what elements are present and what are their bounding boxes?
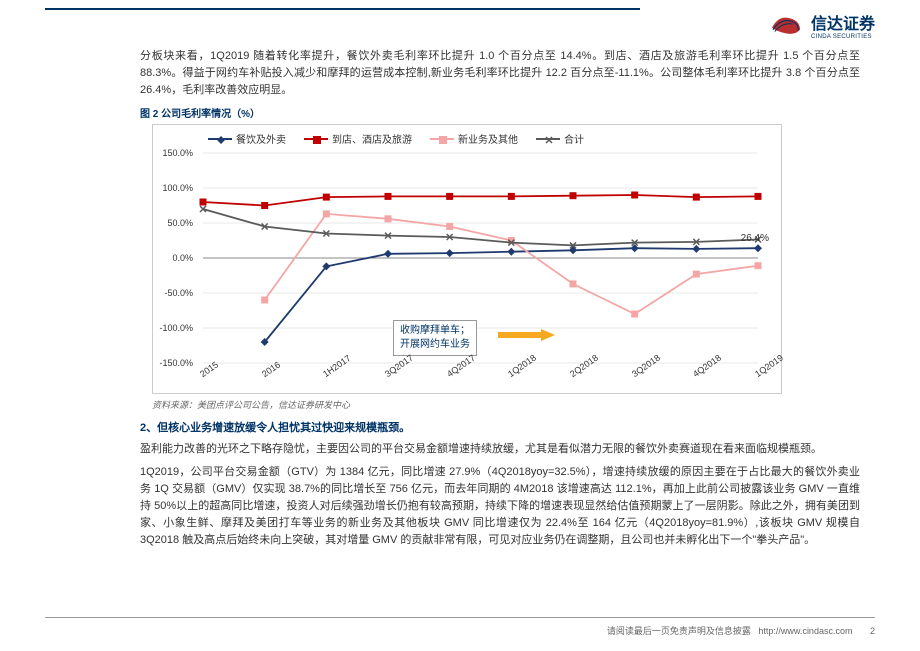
header-divider	[45, 8, 640, 10]
section-2-title: 2、但核心业务增速放缓令人担忧其过快迎来规模瓶颈。	[140, 419, 860, 435]
footer-divider	[45, 617, 875, 618]
y-tick-label: -50.0%	[164, 288, 193, 298]
company-logo: 信达证券 CINDA SECURITIES	[767, 10, 875, 40]
chart-source: 资料来源：美团点评公司公告，信达证券研发中心	[152, 398, 860, 411]
y-tick-label: 150.0%	[162, 148, 193, 158]
logo-text-cn: 信达证券	[811, 10, 875, 34]
y-tick-label: 50.0%	[167, 218, 193, 228]
logo-text-en: CINDA SECURITIES	[811, 34, 875, 40]
annotation-line1: 收购摩拜单车；	[400, 325, 470, 336]
y-tick-label: -150.0%	[159, 358, 193, 368]
last-value-label: 26.4%	[741, 233, 769, 244]
footer-url[interactable]: http://www.cindasc.com	[758, 626, 852, 636]
y-tick-label: 100.0%	[162, 183, 193, 193]
paragraph-3: 1Q2019，公司平台交易金额（GTV）为 1384 亿元，同比增速 27.9%…	[140, 464, 860, 549]
chart-annotation: 收购摩拜单车； 开展网约车业务	[393, 320, 477, 356]
page-footer: 请阅读最后一页免责声明及信息披露 http://www.cindasc.com …	[0, 617, 920, 637]
footer-disclaimer: 请阅读最后一页免责声明及信息披露	[607, 626, 751, 636]
logo-swirl-icon	[767, 11, 805, 39]
annotation-line2: 开展网约车业务	[400, 339, 470, 350]
y-tick-label: -100.0%	[159, 323, 193, 333]
gross-margin-chart: 餐饮及外卖到店、酒店及旅游新业务及其他合计 收购摩拜单车； 开展网约车业务 26…	[152, 124, 782, 394]
content-area: 分板块来看，1Q2019 随着转化率提升，餐饮外卖毛利率环比提升 1.0 个百分…	[140, 48, 860, 555]
footer-text: 请阅读最后一页免责声明及信息披露 http://www.cindasc.com …	[0, 624, 920, 637]
y-tick-label: 0.0%	[172, 253, 193, 263]
chart-title: 图 2 公司毛利率情况（%）	[140, 105, 860, 120]
paragraph-1: 分板块来看，1Q2019 随着转化率提升，餐饮外卖毛利率环比提升 1.0 个百分…	[140, 48, 860, 99]
paragraph-2: 盈利能力改善的光环之下略存隐忧，主要因公司的平台交易金额增速持续放缓，尤其是看似…	[140, 441, 860, 458]
page-number: 2	[870, 626, 875, 636]
